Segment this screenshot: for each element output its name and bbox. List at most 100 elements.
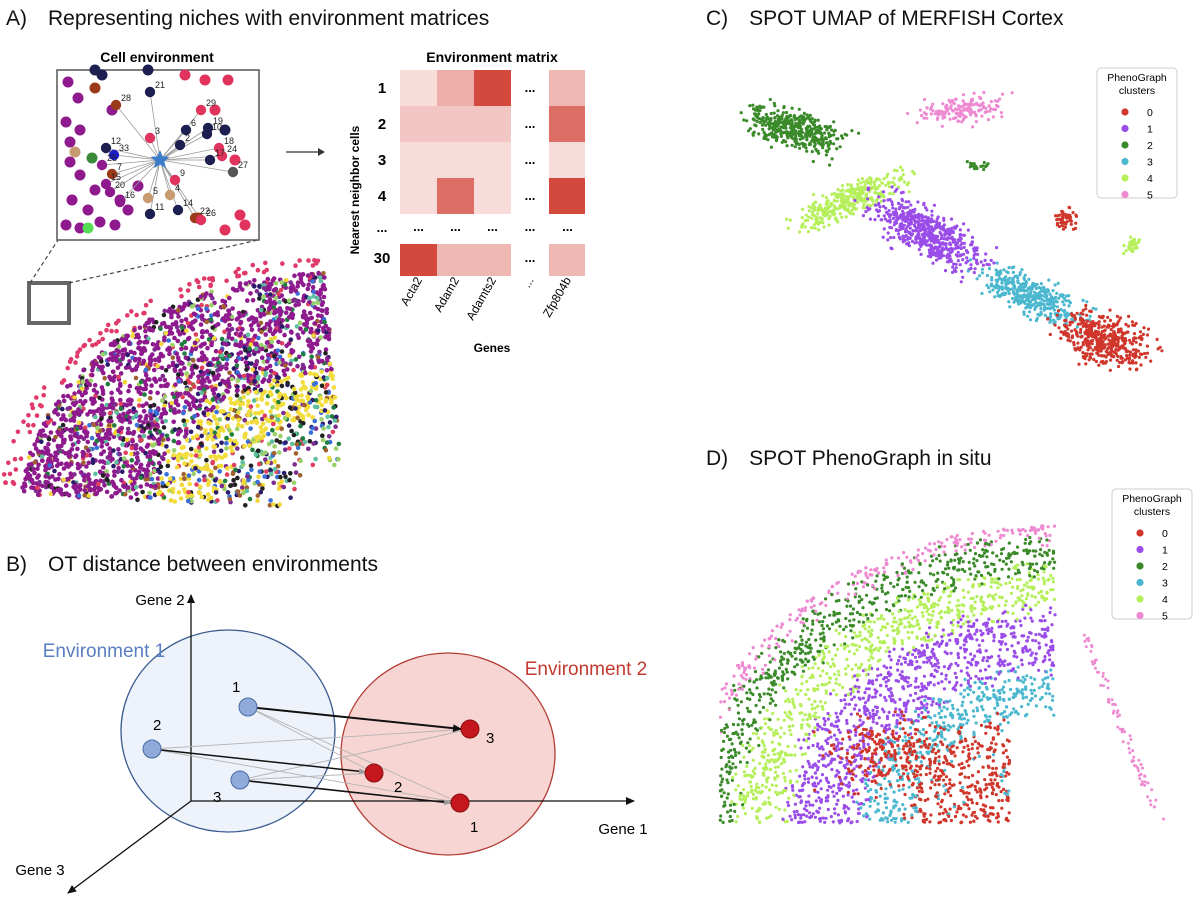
tissue-cell: [82, 477, 87, 483]
tissue-cell: [283, 363, 288, 368]
tissue-cell: [329, 414, 335, 419]
heatmap-row-label: 30: [374, 250, 391, 267]
tissue-cell: [48, 430, 54, 435]
tissue-cell: [211, 404, 216, 410]
tissue-cell: [105, 362, 110, 367]
umap-point: [908, 226, 912, 230]
tissue-cell: [293, 406, 298, 411]
panel-b-figure: Gene 2 Gene 1 Gene 3 Environment 1 Envir…: [15, 592, 648, 894]
tissue-cell: [186, 490, 191, 495]
umap-point: [936, 245, 940, 250]
umap-point: [1130, 342, 1134, 346]
umap-point: [824, 136, 828, 140]
tissue-cell: [177, 332, 183, 337]
environment-cell: [239, 219, 251, 231]
umap-point: [813, 123, 817, 127]
tissue-cell: [182, 301, 187, 307]
tissue-cell: [272, 370, 277, 376]
neighbor-cell: [169, 174, 181, 186]
tissue-cell: [121, 483, 126, 489]
umap-point: [993, 295, 997, 299]
tissue-cell: [284, 343, 289, 349]
environment-cell: [62, 76, 74, 88]
tissue-cell: [99, 385, 105, 390]
umap-point: [782, 120, 786, 124]
tissue-cell: [282, 415, 288, 421]
umap-point: [920, 213, 924, 217]
neighbor-number: 6: [191, 118, 196, 128]
tissue-cell: [71, 410, 76, 416]
tissue-cell: [324, 382, 330, 388]
tissue-cell: [250, 315, 256, 321]
tissue-cell: [189, 304, 195, 309]
tissue-cell: [241, 478, 247, 484]
tissue-cell: [136, 469, 142, 475]
tissue-cell: [186, 402, 192, 408]
tissue-cell: [328, 372, 334, 378]
tissue-cell: [199, 302, 204, 308]
neighbor-cell: [114, 196, 126, 208]
umap-point: [1035, 316, 1039, 321]
tissue-cell: [213, 348, 219, 354]
umap-point: [833, 206, 837, 210]
tissue-cell: [121, 411, 126, 417]
tissue-cell: [135, 451, 140, 456]
tissue-cell: [236, 422, 241, 428]
umap-point: [775, 135, 779, 139]
umap-point: [904, 200, 908, 204]
tissue-cell: [129, 445, 135, 451]
umap-point: [939, 256, 943, 260]
umap-point: [1027, 300, 1031, 304]
umap-point: [918, 242, 922, 246]
umap-point: [1022, 294, 1026, 298]
tissue-cell: [78, 470, 84, 475]
environment-cell: [89, 184, 101, 196]
neighbor-cell: [172, 204, 184, 216]
tissue-cell: [179, 318, 184, 324]
heatmap-row-label: 3: [378, 152, 386, 169]
tissue-cell: [133, 375, 139, 381]
tissue-cell: [92, 382, 98, 388]
umap-point: [805, 149, 809, 153]
tissue-cell: [130, 415, 136, 421]
tissue-cell: [312, 321, 318, 326]
environment-cell: [89, 82, 101, 94]
umap-point: [925, 116, 929, 120]
tissue-cell: [217, 349, 223, 355]
tissue-cell: [268, 326, 273, 331]
umap-point: [860, 177, 864, 181]
tissue-cell: [164, 472, 169, 477]
tissue-cell: [228, 483, 233, 489]
tissue-cell: [222, 299, 228, 305]
tissue-cell: [147, 454, 153, 459]
environment-cell: [82, 204, 94, 216]
umap-point: [995, 261, 999, 265]
umap-point: [961, 233, 965, 237]
tissue-cell: [3, 480, 9, 486]
tissue-cell: [122, 459, 128, 465]
tissue-cell: [292, 273, 297, 279]
umap-point: [838, 204, 842, 208]
tissue-cell: [147, 490, 152, 496]
umap-point: [1031, 285, 1035, 289]
tissue-cell: [174, 351, 180, 357]
tissue-cell: [107, 410, 113, 416]
umap-point: [784, 126, 788, 130]
tissue-cell: [97, 364, 102, 370]
tissue-cell: [217, 428, 222, 433]
umap-point: [891, 216, 895, 220]
tissue-cell: [258, 387, 264, 393]
umap-point: [1026, 314, 1030, 318]
heatmap-row-label: 1: [378, 80, 386, 97]
umap-point: [810, 117, 814, 121]
tissue-cell: [259, 346, 265, 352]
tissue-cell: [162, 394, 168, 399]
tissue-cell: [128, 349, 134, 355]
umap-point: [965, 256, 969, 260]
umap-point: [864, 210, 868, 214]
tissue-cell: [162, 403, 167, 409]
umap-point: [827, 131, 831, 135]
heatmap-ellipsis: ...: [413, 219, 424, 234]
tissue-cell: [71, 480, 76, 485]
umap-point: [997, 274, 1001, 278]
